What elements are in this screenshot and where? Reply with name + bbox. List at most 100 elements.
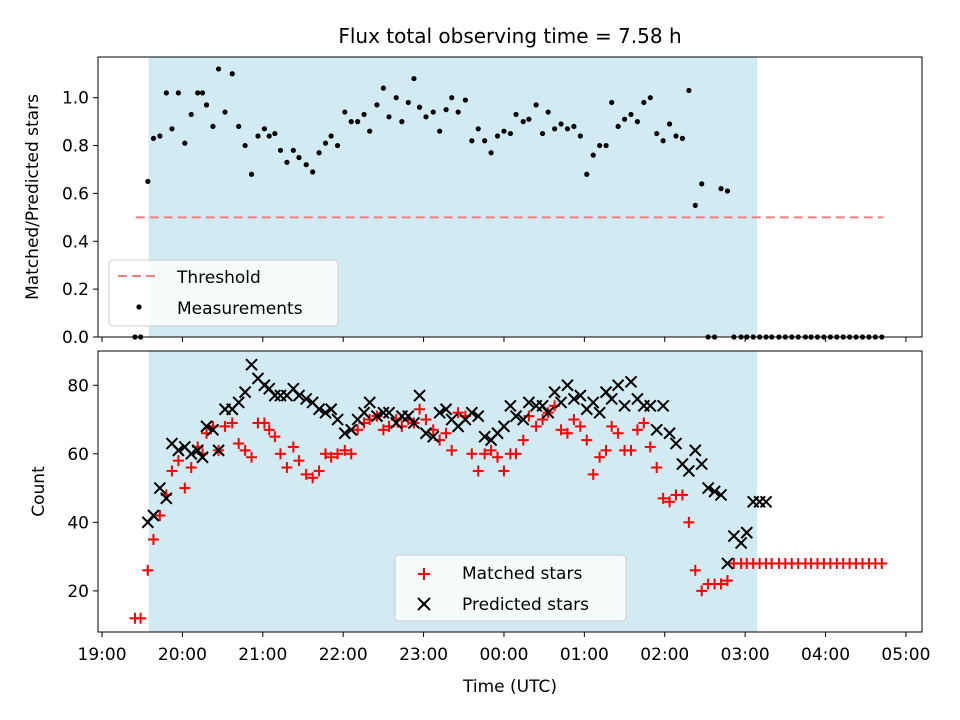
measurement-point — [296, 154, 302, 161]
y-tick-label: 40 — [67, 513, 89, 533]
top-y-ticks: 0.0 0.2 0.4 0.6 0.8 1.0 — [62, 89, 98, 348]
y-tick-label: 0.8 — [62, 137, 89, 157]
matched-star-point — [530, 420, 542, 432]
matched-star-point — [715, 578, 727, 590]
measurement-point — [203, 102, 210, 108]
predicted-star-point — [689, 444, 702, 457]
predicted-star-point — [153, 481, 167, 495]
matched-star-point — [466, 448, 478, 460]
measurement-point — [654, 130, 660, 137]
x-tick-label: 20:00 — [158, 645, 207, 665]
figure-title: Flux total observing time = 7.58 h — [338, 24, 681, 48]
predicted-star-point — [574, 389, 587, 402]
measurement-point — [423, 114, 429, 120]
predicted-star-point — [147, 509, 160, 522]
matched-star-point — [498, 465, 510, 477]
measurement-point — [393, 95, 399, 101]
measurement-point — [355, 119, 361, 125]
measurement-point — [145, 178, 151, 185]
matched-star-point — [581, 434, 593, 446]
measurement-point — [163, 90, 169, 96]
x-tick-label: 19:00 — [78, 645, 127, 665]
measurement-point — [316, 150, 322, 156]
measurement-point — [367, 128, 373, 134]
predicted-star-point — [522, 396, 536, 409]
measurement-point — [248, 171, 255, 177]
matched-star-point — [239, 444, 251, 456]
predicted-star-point — [663, 427, 676, 440]
measurement-point — [634, 119, 641, 125]
matched-star-point — [696, 585, 708, 597]
predicted-star-point — [382, 406, 396, 419]
measurement-point — [699, 181, 705, 187]
measurement-point — [310, 169, 316, 175]
measurement-point — [210, 123, 216, 130]
predicted-star-point — [413, 389, 426, 402]
predicted-star-point — [478, 430, 491, 443]
measurement-points — [132, 66, 885, 340]
measurement-point — [660, 138, 666, 144]
measurement-point — [342, 109, 348, 115]
measurement-point — [724, 188, 731, 194]
measurement-point — [222, 109, 228, 115]
matched-star-point — [345, 448, 357, 460]
bottom-y-ticks: 20 40 60 80 — [67, 376, 98, 602]
top-axes-frame — [97, 56, 923, 338]
measurement-point — [718, 186, 724, 192]
matched-star-point — [263, 424, 275, 436]
predicted-star-point — [734, 536, 748, 550]
predicted-star-point — [363, 396, 376, 409]
predicted-star-point — [439, 403, 453, 416]
measurement-point — [609, 99, 615, 106]
predicted-star-point — [465, 406, 479, 419]
measurement-point — [686, 87, 692, 94]
x-tick-label: 22:00 — [319, 645, 368, 665]
predicted-legend-swatch — [417, 597, 431, 611]
measurement-point — [199, 90, 206, 96]
measurement-point — [577, 133, 583, 139]
matched-star-point — [154, 509, 166, 521]
predicted-star-point — [191, 444, 204, 457]
matched-star-point — [492, 451, 504, 463]
predicted-star-point — [200, 420, 213, 433]
matched-star-point — [300, 468, 312, 480]
matched-star-point — [135, 612, 147, 624]
measurement-point — [266, 133, 272, 139]
measurement-point — [501, 128, 507, 134]
x-tick-label: 04:00 — [801, 645, 850, 665]
matched-star-point — [625, 444, 637, 456]
measurement-point — [590, 152, 596, 158]
y-tick-label: 0.6 — [62, 184, 89, 204]
y-tick-label: 80 — [67, 376, 89, 396]
top-legend-box — [108, 259, 339, 327]
predicted-star-point — [541, 406, 555, 419]
y-tick-label: 20 — [67, 582, 89, 602]
measurement-point — [380, 85, 386, 91]
measurement-point — [552, 126, 558, 132]
measurement-point — [261, 126, 268, 132]
predicted-star-point — [472, 409, 485, 423]
x-tick-label: 01:00 — [560, 645, 609, 665]
matched-star-point — [555, 424, 567, 436]
predicted-star-point — [245, 358, 258, 371]
matched-star-point — [339, 444, 351, 456]
predicted-star-point — [554, 396, 568, 409]
measurement-point — [603, 142, 609, 149]
predicted-star-point — [377, 406, 390, 419]
measurement-point — [195, 90, 201, 96]
measurement-point — [526, 116, 532, 122]
predicted-star-point — [644, 399, 657, 413]
matched-star-point — [664, 496, 676, 508]
measurement-point — [558, 121, 564, 127]
matched-star-point — [293, 455, 305, 467]
measurement-point — [437, 128, 443, 134]
measurement-point — [628, 111, 634, 118]
measurement-point — [462, 97, 468, 103]
matched-star-point — [185, 462, 197, 474]
matched-star-point — [258, 417, 270, 429]
matched-star-point — [269, 431, 281, 443]
measurement-point — [449, 95, 455, 101]
matched-star-point — [612, 427, 624, 439]
matched-star-point — [320, 448, 332, 460]
predicted-star-point — [656, 399, 670, 413]
